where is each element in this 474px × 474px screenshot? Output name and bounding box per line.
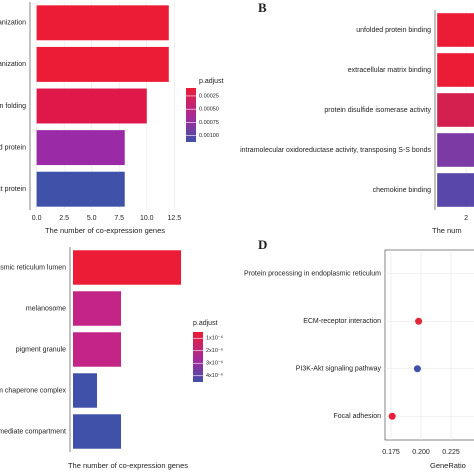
legend-label: 0.00025: [199, 93, 219, 99]
axis-title: The number of co-expression genes: [68, 461, 188, 470]
legend-label: 4x10⁻⁶: [206, 372, 223, 379]
y-tick-label: extracellular matrix binding: [348, 67, 431, 74]
y-tick-label: doplasmic reticulum lumen: [0, 264, 66, 271]
bar: [73, 373, 98, 408]
bar: [36, 88, 147, 124]
x-tick-label: 5.0: [87, 215, 97, 222]
y-tick-label: intramolecular oxidoreductase activity, …: [240, 147, 431, 154]
y-tick-label: pigment granule: [16, 346, 66, 353]
bar: [437, 53, 474, 87]
y-tick-label: Protein processing in endoplasmic reticu…: [244, 271, 381, 278]
y-tick-label: protein disulfide isomerase activity: [324, 107, 431, 114]
x-tick-label: 0.0: [32, 215, 42, 222]
y-tick-label: ganization: [0, 61, 26, 68]
x-tick-label: 0.175: [382, 449, 400, 456]
bar: [437, 13, 474, 47]
y-tick-label: um chaperone complex: [0, 387, 66, 394]
bar: [36, 46, 169, 82]
x-tick-label: 12.5: [167, 215, 181, 222]
y-tick-label: ECM-receptor interaction: [303, 318, 381, 325]
legend-label: 0.00100: [199, 133, 219, 139]
x-tick-label: 0.225: [442, 449, 460, 456]
x-tick-label: 7.5: [114, 215, 124, 222]
bar: [36, 5, 169, 41]
legend-label: 0.00050: [199, 107, 219, 113]
plot-area: [384, 249, 474, 441]
legend-title: p.adjust: [193, 320, 218, 327]
bar: [73, 250, 182, 285]
y-tick-label: tein folding: [0, 103, 26, 110]
y-tick-label: ed protein: [0, 144, 26, 151]
bar: [73, 414, 122, 449]
colorbar: [193, 332, 203, 382]
bar: [36, 171, 125, 207]
x-tick-label: 10.0: [140, 215, 154, 222]
axis-title: GeneRatio: [430, 461, 466, 470]
y-tick-label: unfolded protein binding: [356, 27, 431, 34]
y-tick-label: Focal adhesion: [334, 413, 382, 420]
legend-label: 3x10⁻⁶: [206, 360, 223, 367]
legend-label: 0.00075: [199, 120, 219, 126]
legend-label: 1x10⁻⁶: [206, 335, 223, 342]
y-tick-label: melanosome: [26, 305, 66, 312]
x-tick-label: 2: [464, 215, 468, 222]
x-tick-label: 2.5: [59, 215, 69, 222]
dot: [413, 365, 421, 373]
legend-label: 2x10⁻⁶: [206, 347, 223, 354]
panel-letter: D: [258, 237, 267, 252]
bar: [73, 291, 122, 326]
bar: [437, 93, 474, 127]
bar: [437, 133, 474, 167]
x-tick-label: 0.200: [412, 449, 430, 456]
axis-title: The num: [432, 226, 462, 235]
y-tick-label: ct protein: [0, 186, 26, 193]
y-tick-label: PI3K-Akt signaling pathway: [296, 366, 382, 373]
legend-title: p.adjust: [199, 78, 224, 85]
bar: [73, 332, 122, 367]
y-tick-label: chemokine binding: [373, 187, 431, 194]
colorbar: [186, 88, 196, 142]
bar: [36, 130, 125, 166]
y-tick-label: ermediate compartment: [0, 428, 66, 435]
dot: [415, 317, 423, 325]
bar: [437, 173, 474, 207]
axis-title: The number of co-expression genes: [45, 226, 165, 235]
y-tick-label: ganization: [0, 20, 26, 27]
panel-letter: B: [258, 0, 267, 15]
dot: [388, 412, 396, 420]
